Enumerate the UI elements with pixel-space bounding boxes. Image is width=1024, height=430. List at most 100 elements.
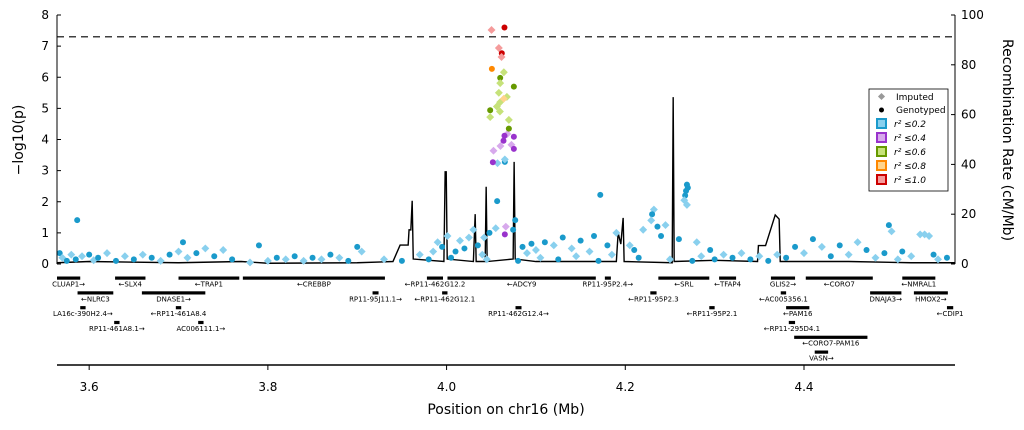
gene-bar: [814, 350, 829, 354]
imputed-point: [464, 233, 473, 242]
genotyped-point: [166, 251, 173, 258]
y-axis-label-left: −log10(p): [11, 105, 27, 176]
imputed-point: [531, 246, 540, 254]
imputed-point: [494, 88, 503, 97]
gene-label: DNAJA3→: [870, 295, 903, 303]
gene-label: HMOX2→: [915, 295, 947, 303]
imputed-point: [523, 249, 531, 258]
y-tick-label-left: 8: [41, 8, 49, 22]
genotyped-point: [500, 137, 507, 144]
genotyped-point: [885, 222, 892, 229]
imputed-point: [496, 79, 505, 88]
y-tick-label-left: 5: [41, 101, 49, 115]
genotyped-point: [649, 211, 656, 218]
legend-genotyped-label: Genotyped: [896, 106, 946, 116]
imputed-point: [357, 247, 366, 256]
genotyped-point: [489, 159, 496, 166]
gene-label: RP11-95J11.1→: [349, 295, 402, 303]
genotyped-point: [604, 242, 611, 249]
genotyped-point: [229, 256, 236, 263]
genotyped-point: [486, 229, 493, 236]
genotyped-point: [63, 257, 70, 264]
genotyped-point: [654, 223, 661, 230]
genotyped-point: [354, 243, 361, 250]
genotyped-point: [501, 231, 508, 238]
imputed-point: [625, 241, 634, 250]
genotyped-point: [398, 257, 405, 264]
imputed-point: [317, 255, 326, 264]
imputed-point: [281, 255, 290, 264]
gene-bar: [786, 306, 810, 310]
gene-label: ←CDIP1: [937, 310, 964, 318]
genotyped-point: [56, 250, 63, 257]
genotyped-point: [899, 248, 906, 255]
genotyped-point: [863, 246, 870, 253]
genotyped-point: [809, 236, 816, 243]
gene-bar: [447, 276, 596, 280]
gene-label: ←NLRC3: [81, 295, 110, 303]
gene-bar: [604, 276, 611, 280]
genotyped-point: [881, 250, 888, 257]
y-tick-label-left: 4: [41, 133, 49, 147]
gene-bar: [57, 276, 81, 280]
imputed-point: [138, 250, 147, 259]
gene-bar: [178, 276, 240, 280]
genotyped-point: [597, 191, 604, 198]
imputed-point: [585, 247, 594, 256]
gene-bar: [115, 276, 146, 280]
gene-label: CLUAP1→: [52, 281, 85, 289]
imputed-point: [433, 238, 442, 247]
imputed-point: [489, 146, 498, 155]
genotyped-point: [635, 254, 642, 261]
y-tick-label-left: 0: [41, 257, 49, 271]
gene-label: RP11-95P2.4→: [583, 281, 634, 289]
gene-label: ←SLX4: [119, 281, 143, 289]
genotyped-point: [425, 256, 432, 263]
imputed-point: [415, 250, 424, 259]
genotyped-point: [765, 257, 772, 264]
genotyped-point: [291, 253, 298, 260]
genotyped-point: [95, 254, 102, 261]
imputed-point: [380, 255, 388, 264]
genotyped-point: [683, 187, 690, 194]
imputed-point: [486, 113, 495, 122]
x-tick-label: 4.0: [437, 380, 456, 394]
genotyped-point: [148, 254, 155, 261]
genotyped-point: [510, 133, 517, 140]
genotyped-marker-icon: [879, 107, 884, 113]
gene-label: ←CREBBP: [297, 281, 331, 289]
imputed-point: [480, 233, 489, 242]
imputed-point: [871, 253, 880, 262]
gene-label: DNASE1→: [156, 295, 191, 303]
gene-bar: [913, 291, 948, 295]
r2-swatch-icon: [876, 132, 887, 143]
imputed-point: [572, 252, 581, 261]
imputed-point: [536, 253, 545, 262]
genotyped-point: [555, 256, 562, 263]
imputed-point: [647, 216, 656, 225]
genotyped-point: [255, 242, 262, 249]
gene-label: ←TFAP4: [714, 281, 742, 289]
y-tick-label-right: 0: [961, 257, 969, 271]
gene-bar: [719, 276, 737, 280]
genotyped-point: [273, 254, 280, 261]
imputed-point: [719, 250, 728, 259]
genotyped-point: [501, 132, 508, 139]
imputed-point: [887, 227, 896, 236]
genotyped-point: [747, 256, 754, 263]
genotyped-point: [707, 246, 714, 253]
imputed-point: [78, 252, 86, 261]
imputed-point: [692, 238, 701, 247]
gene-label: ←SRL: [674, 281, 693, 289]
genotyped-point: [675, 236, 682, 243]
imputed-point: [844, 250, 853, 259]
gene-bar: [426, 276, 444, 280]
r2-swatch-icon: [876, 118, 887, 129]
genotyped-point: [836, 242, 843, 249]
imputed-point: [201, 244, 210, 253]
genotyped-point: [541, 239, 548, 246]
y-tick-label-left: 6: [41, 70, 49, 84]
imputed-point: [817, 242, 826, 251]
x-tick-label: 3.8: [258, 380, 277, 394]
